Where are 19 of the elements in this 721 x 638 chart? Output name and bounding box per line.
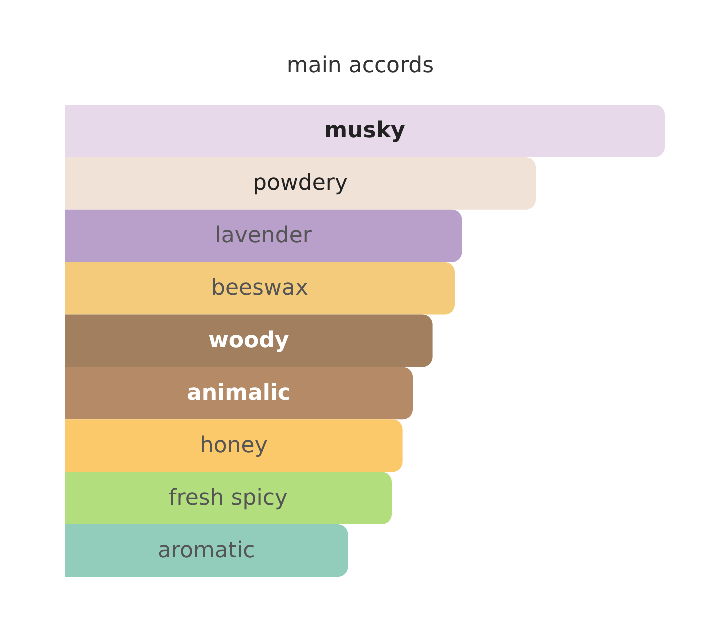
bar [65, 262, 455, 315]
bar [65, 524, 348, 577]
chart-title: main accords [286, 54, 434, 78]
y-tick-label: lavender [215, 224, 313, 249]
y-tick-label: honey [200, 433, 268, 458]
y-tick-label: musky [324, 118, 406, 144]
bar [65, 105, 665, 158]
bar [65, 314, 433, 368]
bar [65, 367, 413, 420]
bar [65, 420, 403, 472]
y-tick-label: woody [208, 328, 290, 354]
y-tick-label: aromatic [158, 538, 256, 564]
bar [65, 472, 392, 525]
y-tick-label: powdery [253, 171, 348, 196]
y-tick-label: fresh spicy [169, 486, 288, 511]
y-tick-label: animalic [187, 380, 291, 406]
bar [65, 157, 536, 210]
bar [65, 210, 462, 262]
y-tick-label: beeswax [212, 276, 308, 302]
